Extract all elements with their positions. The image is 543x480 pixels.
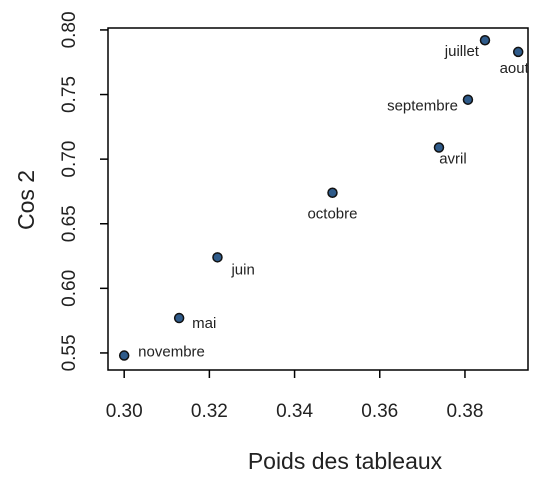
- point: [327, 187, 338, 198]
- point: [433, 142, 445, 153]
- x-tick-label: 0.36: [361, 401, 398, 422]
- point-label: juillet: [444, 43, 480, 60]
- point: [479, 35, 491, 46]
- point-label: juin: [230, 261, 254, 278]
- point-label: septembre: [387, 98, 458, 115]
- y-tick-label: 0.60: [59, 270, 80, 307]
- y-tick-label: 0.80: [59, 11, 80, 48]
- point-label: aout: [500, 60, 530, 77]
- plot-frame: [107, 27, 529, 371]
- x-tick-label: 0.32: [191, 401, 228, 422]
- point-label: octobre: [307, 206, 357, 223]
- x-tick-label: 0.30: [106, 401, 143, 422]
- y-tick-label: 0.55: [59, 334, 80, 371]
- y-tick-label: 0.65: [59, 205, 80, 242]
- y-tick-label: 0.70: [59, 141, 80, 178]
- x-tick-label: 0.34: [276, 401, 313, 422]
- y-tick-label: 0.75: [59, 76, 80, 113]
- x-axis-label: Poids des tableaux: [248, 448, 443, 474]
- y-axis-label: Cos 2: [13, 170, 39, 230]
- point: [118, 350, 130, 361]
- point-label: avril: [439, 150, 467, 167]
- point: [173, 312, 185, 324]
- point: [212, 252, 223, 263]
- point-label: mai: [192, 315, 216, 332]
- point: [512, 46, 524, 58]
- point: [462, 94, 474, 105]
- point-label: novembre: [138, 343, 205, 360]
- x-tick-label: 0.38: [446, 401, 483, 422]
